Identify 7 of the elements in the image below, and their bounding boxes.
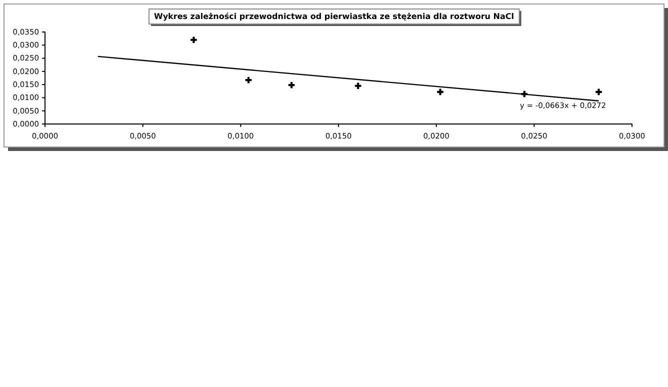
- point: [437, 88, 444, 96]
- chart-title: Wykres zależności przewodnictwa od pierwiastka ze stężenia dla roztworu NaCl: [154, 12, 514, 21]
- point: [190, 36, 197, 44]
- point: [354, 82, 362, 90]
- point: [288, 82, 295, 88]
- point: [596, 88, 602, 96]
- point: [245, 76, 252, 84]
